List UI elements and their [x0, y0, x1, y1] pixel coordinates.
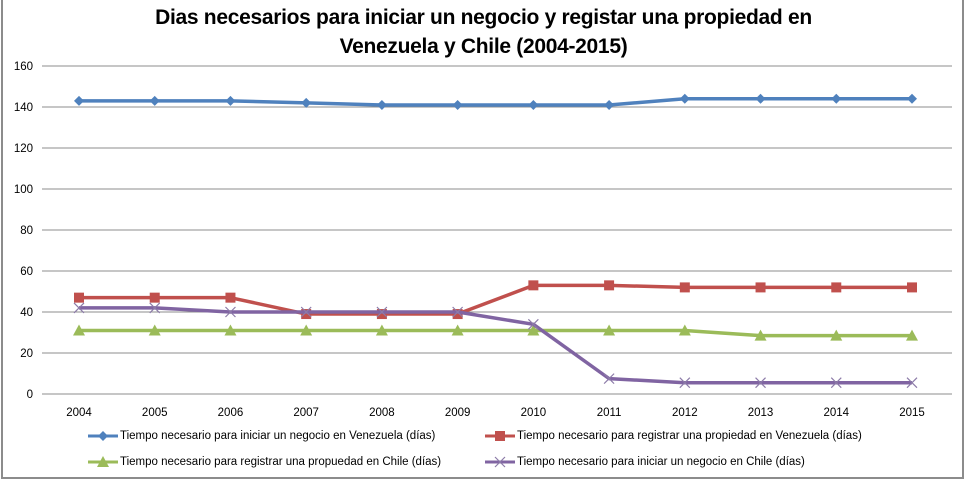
- data-point-diamond: [376, 99, 387, 110]
- legend-swatch-triangle-icon: [88, 455, 118, 469]
- chart-title-line-2: Venezuela y Chile (2004-2015): [339, 35, 628, 58]
- x-tick-label: 2004: [66, 407, 92, 419]
- x-tick-label: 2007: [293, 407, 319, 419]
- data-point-x: [755, 377, 766, 389]
- legend-swatch-square-icon: [485, 429, 515, 443]
- data-point-square: [74, 292, 84, 303]
- data-point-x: [527, 318, 539, 330]
- data-point-x: [603, 373, 615, 385]
- legend-label-1: Tiempo necesario para registrar una prop…: [517, 430, 862, 442]
- data-point-triangle: [300, 324, 313, 336]
- data-point-square: [831, 282, 842, 293]
- data-point-triangle: [754, 329, 767, 341]
- y-tick-label: 160: [14, 61, 33, 73]
- legend-label-3: Tiempo necesario para iniciar un negocio…: [517, 456, 805, 468]
- data-point-diamond: [225, 95, 236, 106]
- data-point-square: [149, 292, 160, 303]
- data-point-x: [149, 302, 161, 314]
- x-tick-label: 2009: [445, 407, 471, 419]
- data-point-triangle: [527, 324, 540, 336]
- legend-label-0: Tiempo necesario para iniciar un negocio…: [120, 430, 436, 442]
- data-point-diamond: [149, 95, 160, 106]
- data-point-triangle: [830, 329, 843, 341]
- data-point-x: [830, 377, 842, 389]
- series-line-2: [79, 328, 912, 338]
- data-point-square: [679, 282, 690, 293]
- data-point-square: [528, 280, 539, 291]
- legend-item-1: Tiempo necesario para registrar una prop…: [485, 429, 862, 443]
- legend-swatch-x-icon: [485, 455, 515, 469]
- data-point-diamond: [301, 97, 312, 108]
- y-tick-label: 0: [27, 389, 33, 401]
- x-tick-label: 2011: [597, 407, 622, 419]
- data-point-square: [604, 280, 615, 291]
- y-tick-label: 120: [14, 143, 33, 155]
- x-tick-label: 2015: [899, 407, 925, 419]
- legend-label-2: Tiempo necesario para registrar una prop…: [120, 456, 442, 468]
- data-point-triangle: [906, 329, 918, 341]
- data-point-triangle: [73, 324, 85, 336]
- legend-swatch-diamond-icon: [88, 429, 118, 443]
- data-point-square: [907, 282, 917, 293]
- x-tick-label: 2010: [521, 407, 547, 419]
- y-tick-label: 80: [20, 225, 33, 237]
- data-point-square: [755, 282, 766, 293]
- data-point-square: [225, 292, 236, 303]
- series-line-1: [79, 283, 912, 316]
- data-point-x: [679, 377, 691, 389]
- data-point-diamond: [831, 93, 842, 104]
- x-tick-label: 2006: [218, 407, 244, 419]
- data-point-x: [452, 306, 464, 318]
- data-point-diamond: [452, 99, 463, 110]
- y-tick-label: 20: [20, 348, 33, 360]
- x-tick-label: 2012: [672, 407, 698, 419]
- data-point-triangle: [451, 324, 464, 336]
- data-point-triangle: [375, 324, 388, 336]
- data-point-x: [300, 306, 312, 318]
- data-point-triangle: [603, 324, 616, 336]
- y-tick-label: 100: [14, 184, 33, 196]
- series-line-3: [79, 306, 912, 385]
- data-point-x: [73, 302, 85, 314]
- x-tick-label: 2005: [142, 407, 168, 419]
- y-tick-label: 40: [20, 307, 33, 319]
- data-point-triangle: [224, 324, 237, 336]
- x-tick-label: 2014: [823, 407, 849, 419]
- data-point-diamond: [679, 93, 690, 104]
- legend-item-0: Tiempo necesario para iniciar un negocio…: [88, 429, 435, 443]
- legend-item-2: Tiempo necesario para registrar una prop…: [88, 455, 441, 469]
- data-point-x: [376, 306, 388, 318]
- data-point-triangle: [678, 324, 691, 336]
- y-tick-label: 60: [20, 266, 33, 278]
- data-point-x: [906, 377, 918, 389]
- data-point-diamond: [604, 99, 615, 110]
- data-point-square: [301, 309, 312, 320]
- x-tick-label: 2013: [748, 407, 774, 419]
- x-tick-label: 2008: [369, 407, 395, 419]
- data-point-diamond: [74, 95, 84, 106]
- data-point-square: [452, 309, 463, 320]
- series-line-0: [79, 97, 912, 107]
- data-point-square: [376, 309, 387, 320]
- y-tick-label: 140: [14, 102, 33, 114]
- data-point-triangle: [148, 324, 161, 336]
- data-point-diamond: [755, 93, 766, 104]
- data-point-x: [225, 306, 236, 318]
- data-point-diamond: [907, 93, 917, 104]
- chart-title-line-1: Dias necesarios para iniciar un negocio …: [155, 6, 812, 29]
- legend-item-3: Tiempo necesario para iniciar un negocio…: [485, 455, 805, 469]
- data-point-diamond: [528, 99, 539, 110]
